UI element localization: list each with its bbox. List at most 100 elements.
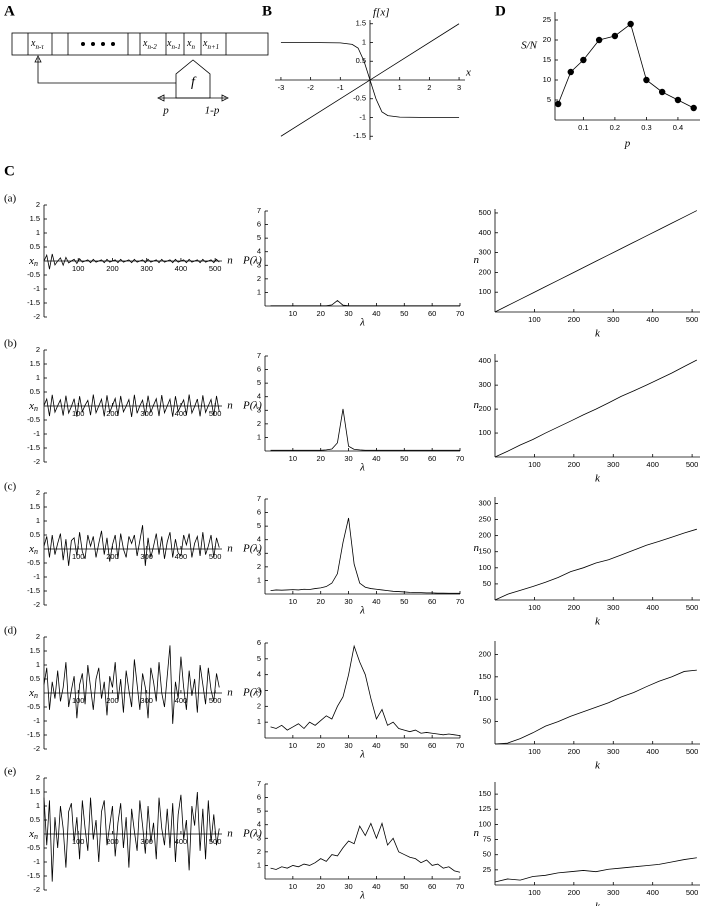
x-tick-label: 400 [175, 837, 188, 846]
y-axis-label: xn [28, 828, 38, 841]
y-tick-label: -2 [33, 457, 40, 466]
y-axis-label: n [474, 686, 480, 698]
y-tick-label: 5 [257, 378, 261, 387]
x-tick-label: 200 [106, 837, 119, 846]
y-tick-label: -2 [33, 312, 40, 321]
x-axis-label: k [595, 328, 601, 340]
y-tick-label: 1.5 [30, 359, 40, 368]
x-tick-label: 100 [72, 552, 85, 561]
data-point [595, 36, 603, 44]
y-tick-label: 150 [478, 547, 491, 556]
y-tick-label: 1 [257, 432, 261, 441]
y-axis-label-sub: n [34, 547, 38, 556]
ellipsis-dot [91, 42, 95, 46]
y-tick-label: 2 [257, 419, 261, 428]
x-tick-label: 500 [686, 315, 699, 324]
x-tick-label: 200 [106, 409, 119, 418]
x-tick-label: 300 [607, 603, 620, 612]
y-tick-label: -1 [359, 112, 366, 121]
arrowhead [157, 94, 165, 102]
y-tick-label: -0.5 [27, 270, 40, 279]
y-axis-label: f[x] [373, 7, 390, 19]
x-tick-label: 300 [140, 264, 153, 273]
y-axis-label-base: x [28, 400, 34, 412]
x-axis-label: λ [359, 605, 365, 617]
x-axis-label: k [595, 616, 601, 628]
x-tick-label: 50 [400, 454, 408, 463]
y-tick-label: -1.5 [353, 131, 366, 140]
y-tick-label: 10 [543, 75, 551, 84]
row-label: (a) [4, 193, 17, 205]
row-label: (e) [4, 766, 17, 778]
data-line [494, 857, 697, 883]
panel-label: C [4, 163, 15, 179]
ellipsis-dot [111, 42, 115, 46]
y-tick-label: 50 [483, 850, 491, 859]
x-tick-label: 0.1 [578, 123, 588, 132]
y-tick-label: 0.5 [30, 242, 40, 251]
y-tick-label: 75 [483, 835, 491, 844]
cell-base: x [166, 38, 172, 49]
x-tick-label: 500 [209, 552, 222, 561]
x-tick-label: 100 [528, 460, 541, 469]
y-tick-label: 100 [478, 287, 491, 296]
data-line [270, 300, 460, 307]
data-point [611, 32, 619, 40]
data-line [494, 669, 697, 745]
y-tick-label: -2 [33, 600, 40, 609]
y-tick-label: 7 [257, 494, 261, 503]
y-tick-label: -0.5 [27, 415, 40, 424]
y-axis-label-sub: n [34, 691, 38, 700]
y-tick-label: -1.5 [27, 298, 40, 307]
x-tick-label: 500 [686, 747, 699, 756]
y-tick-label: 100 [478, 819, 491, 828]
x-tick-label: 40 [372, 309, 380, 318]
x-tick-label: 200 [106, 552, 119, 561]
x-tick-label: -3 [278, 83, 285, 92]
x-tick-label: 40 [372, 454, 380, 463]
y-tick-label: 1.5 [30, 646, 40, 655]
x-tick-label: 100 [528, 603, 541, 612]
y-tick-label: 50 [483, 579, 491, 588]
data-line [270, 517, 460, 594]
y-tick-label: 2 [257, 847, 261, 856]
y-tick-label: -2 [33, 744, 40, 753]
cell-base: x [186, 38, 192, 49]
x-tick-label: 20 [317, 454, 325, 463]
x-tick-label: 10 [289, 454, 297, 463]
x-tick-label: 10 [289, 597, 297, 606]
x-tick-label: 10 [289, 882, 297, 891]
x-tick-label: 1 [398, 83, 402, 92]
y-tick-label: 6 [257, 220, 261, 229]
x-tick-label: 10 [289, 741, 297, 750]
x-tick-label: 20 [317, 882, 325, 891]
y-tick-label: 2 [257, 274, 261, 283]
y-tick-label: 2 [257, 562, 261, 571]
data-point [567, 68, 574, 76]
y-tick-label: 1 [257, 860, 261, 869]
x-axis-label: n [227, 543, 233, 555]
x-tick-label: 200 [106, 264, 119, 273]
y-tick-label: 7 [257, 351, 261, 360]
x-tick-label: 400 [175, 409, 188, 418]
data-point [658, 88, 666, 96]
y-tick-label: 1.5 [30, 214, 40, 223]
x-tick-label: 200 [568, 315, 581, 324]
x-axis-label: x [465, 67, 471, 79]
y-tick-label: 5 [547, 95, 551, 104]
x-axis-label: n [227, 687, 233, 699]
y-tick-label: 3 [257, 260, 261, 269]
x-tick-label: 500 [209, 409, 222, 418]
y-tick-label: 2 [36, 345, 40, 354]
y-tick-label: 5 [257, 806, 261, 815]
y-tick-label: 1 [36, 516, 40, 525]
data-line [494, 528, 697, 601]
data-line [43, 791, 220, 882]
x-tick-label: 200 [106, 696, 119, 705]
y-tick-label: 2 [36, 773, 40, 782]
y-tick-label: 4 [257, 535, 261, 544]
y-tick-label: 15 [543, 55, 551, 64]
y-tick-label: 2 [36, 632, 40, 641]
x-tick-label: 20 [317, 597, 325, 606]
y-axis-label: n [474, 542, 480, 554]
